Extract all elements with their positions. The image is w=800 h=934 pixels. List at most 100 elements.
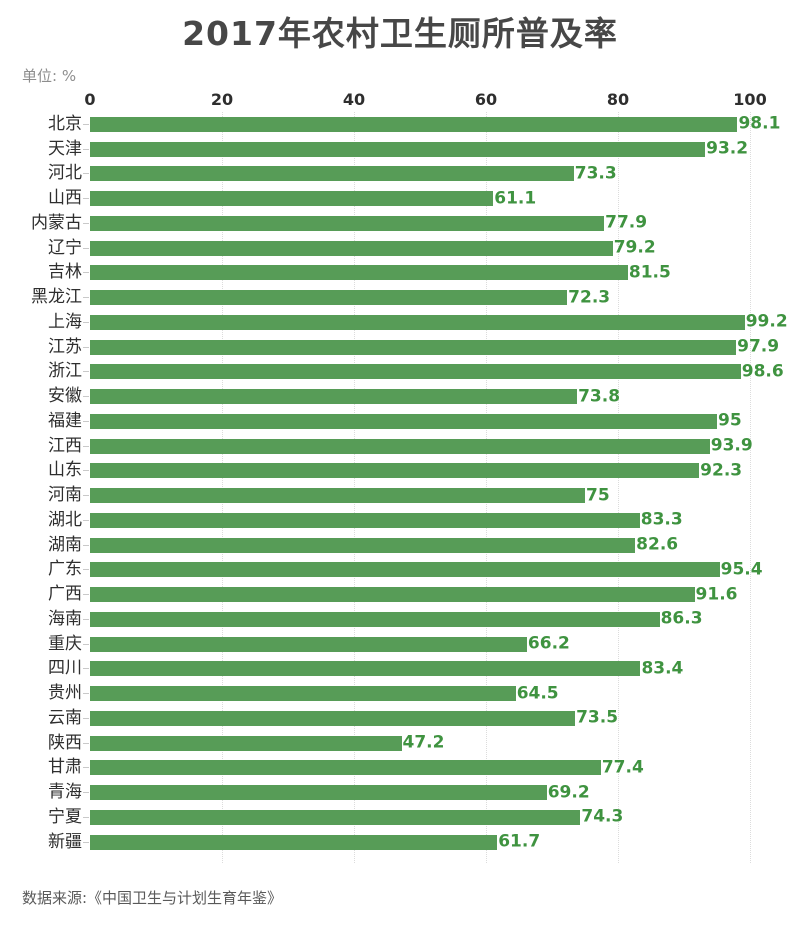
- bar-track: 92.3: [90, 462, 750, 479]
- category-tick-mark: [83, 470, 89, 472]
- bar-row: 河南 75: [0, 483, 800, 508]
- bar: [90, 686, 516, 702]
- bar: [90, 562, 720, 578]
- bar: [90, 141, 706, 157]
- category-label: 陕西: [48, 732, 82, 753]
- category-tick-mark: [83, 519, 89, 521]
- category-tick-mark: [83, 198, 89, 200]
- bar-track: 73.8: [90, 386, 750, 407]
- category-tick-mark: [83, 247, 89, 249]
- category-tick-mark: [83, 618, 89, 620]
- bar-row: 青海 69.2: [0, 780, 800, 805]
- bar-row: 辽宁 79.2: [0, 236, 800, 261]
- bar: [90, 166, 574, 182]
- category-label: 四川: [48, 658, 82, 679]
- category-tick-mark: [83, 643, 89, 645]
- category-label: 贵州: [48, 683, 82, 704]
- category-tick-mark: [83, 841, 89, 843]
- value-label: 77.9: [605, 212, 648, 233]
- value-label: 95: [718, 410, 742, 431]
- value-label: 69.2: [547, 782, 590, 803]
- bar-track: 83.3: [90, 509, 750, 530]
- value-label: 75: [586, 485, 610, 506]
- bar: [90, 364, 741, 380]
- bar: [90, 636, 527, 652]
- value-label: 82.6: [636, 534, 679, 555]
- bar-track: 86.3: [90, 610, 750, 627]
- value-label: 64.5: [516, 683, 559, 704]
- gridlines-layer: [90, 112, 751, 863]
- bar-row: 湖南 82.6: [0, 533, 800, 558]
- bar-row: 海南 86.3: [0, 607, 800, 632]
- bar-row: 重庆 66.2: [0, 632, 800, 657]
- category-label: 湖南: [48, 534, 82, 555]
- bar-row: 黑龙江 72.3: [0, 285, 800, 310]
- value-label: 95.4: [720, 559, 763, 580]
- bar-row: 浙江 98.6: [0, 360, 800, 385]
- category-label: 重庆: [48, 633, 82, 654]
- category-tick-mark: [83, 371, 89, 373]
- value-label: 83.4: [641, 658, 684, 679]
- bar: [90, 587, 695, 603]
- value-label: 73.8: [578, 386, 621, 407]
- category-tick-mark: [83, 222, 89, 224]
- gridline: [222, 112, 223, 863]
- category-label: 内蒙古: [31, 212, 82, 233]
- bar: [90, 389, 578, 405]
- bar-row: 上海 99.2: [0, 310, 800, 335]
- bar-track: 91.6: [90, 586, 750, 603]
- bar: [90, 463, 700, 479]
- bar: [90, 191, 494, 207]
- value-label: 81.5: [628, 262, 671, 283]
- value-label: 83.3: [640, 509, 683, 530]
- category-tick-mark: [83, 742, 89, 744]
- category-tick-mark: [83, 717, 89, 719]
- category-label: 江西: [48, 435, 82, 456]
- bar-track: 98.6: [90, 363, 784, 380]
- value-label: 74.3: [581, 806, 624, 827]
- category-label: 浙江: [48, 361, 82, 382]
- bar-row: 山东 92.3: [0, 459, 800, 484]
- chart-title: 2017年农村卫生厕所普及率: [182, 14, 618, 53]
- value-label: 77.4: [601, 757, 644, 778]
- value-label: 97.9: [737, 336, 780, 357]
- x-axis-tick: 20: [210, 90, 234, 110]
- category-label: 青海: [48, 782, 82, 803]
- category-tick-mark: [83, 816, 89, 818]
- bar-track: 77.4: [90, 757, 750, 778]
- category-label: 云南: [48, 707, 82, 728]
- bar-row: 新疆 61.7: [0, 830, 800, 855]
- value-label: 93.9: [710, 435, 753, 456]
- category-tick-mark: [83, 445, 89, 447]
- bar: [90, 265, 628, 281]
- category-tick-mark: [83, 569, 89, 571]
- bar-row: 云南 73.5: [0, 706, 800, 731]
- x-axis-tick: 0: [84, 90, 96, 110]
- category-label: 安徽: [48, 386, 82, 407]
- gridline: [618, 112, 619, 863]
- bar-track: 75: [90, 485, 750, 506]
- plot-area: 北京 98.1 天津 93.2 河北 73.3 山西 61.1 内蒙古 77.9 辽宁 79.2 吉林 8…: [0, 112, 800, 863]
- category-tick-mark: [83, 321, 89, 323]
- bar-row: 福建 95: [0, 409, 800, 434]
- category-label: 新疆: [48, 831, 82, 852]
- chart-page: 2017年农村卫生厕所普及率 单位: % 0 20 40 60 80 100 北京 98.1…: [0, 12, 800, 934]
- bar-track: 61.1: [90, 190, 750, 207]
- bar-row: 宁夏 74.3: [0, 805, 800, 830]
- x-axis-tick: 80: [606, 90, 630, 110]
- x-axis-tick: 40: [342, 90, 366, 110]
- category-tick-mark: [83, 396, 89, 398]
- bar-track: 83.4: [90, 658, 750, 679]
- value-label: 47.2: [402, 732, 445, 753]
- bar-track: 93.9: [90, 435, 753, 456]
- category-tick-mark: [83, 148, 89, 150]
- bar-row: 内蒙古 77.9: [0, 211, 800, 236]
- category-label: 辽宁: [48, 237, 82, 258]
- category-label: 广东: [48, 559, 82, 580]
- bar: [90, 314, 745, 330]
- x-axis-tick: 60: [474, 90, 498, 110]
- value-label: 73.5: [576, 707, 619, 728]
- category-tick-mark: [83, 767, 89, 769]
- bar-track: 99.2: [90, 313, 788, 330]
- bar-track: 82.6: [90, 534, 750, 555]
